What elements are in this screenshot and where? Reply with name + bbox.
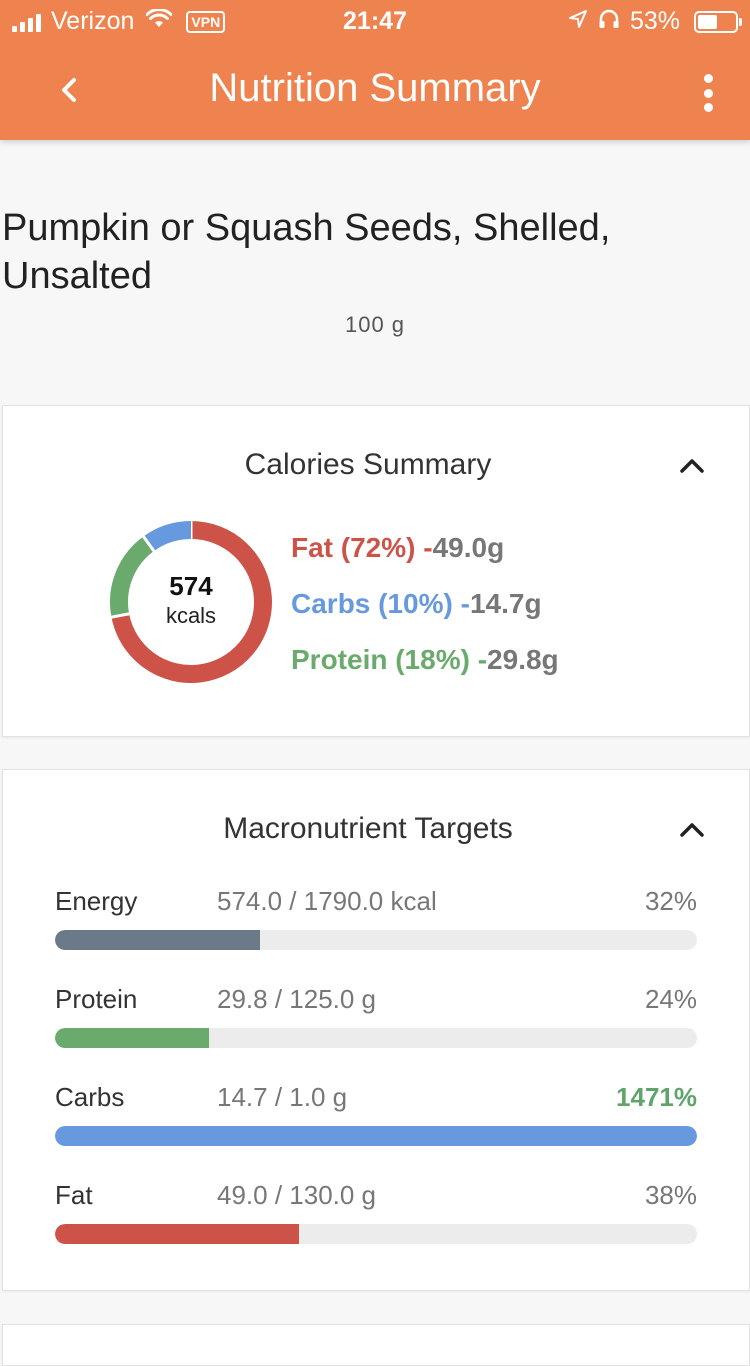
status-left: Verizon VPN — [12, 7, 226, 36]
target-energy-track — [55, 930, 697, 950]
back-button[interactable] — [54, 70, 86, 110]
status-right: 53% — [568, 7, 742, 36]
headphones-icon — [598, 7, 620, 36]
chevron-up-icon — [680, 823, 704, 837]
donut-segment-gap — [110, 612, 131, 619]
target-energy-bar — [55, 930, 261, 950]
target-fat-value: 49.0 / 130.0 g — [217, 1180, 377, 1210]
target-energy-label: Energy — [55, 886, 138, 916]
macronutrient-targets-card: Macronutrient Targets Energy 574.0 / 179… — [2, 769, 750, 1291]
app-header: Verizon VPN 21:47 53% — [0, 0, 750, 140]
legend-carbs-label: Carbs (10%) — [291, 588, 453, 619]
calories-summary-card: Calories Summary 574 kcals Fat (72%) -49… — [2, 405, 750, 737]
target-carbs-bar — [55, 1126, 697, 1146]
donut-center: 574 kcals — [109, 570, 273, 630]
wifi-icon — [145, 7, 173, 36]
signal-icon — [12, 12, 41, 32]
target-fat-percent: 38% — [644, 1180, 697, 1210]
target-protein-track — [55, 1028, 697, 1048]
legend-separator: - — [477, 644, 488, 675]
next-card — [2, 1324, 750, 1366]
target-protein-label: Protein — [55, 984, 138, 1014]
legend-separator: - — [423, 532, 433, 563]
legend-fat: Fat (72%) -49.0g — [291, 532, 504, 564]
collapse-targets-button[interactable] — [679, 820, 705, 838]
target-energy-value: 574.0 / 1790.0 kcal — [217, 886, 437, 916]
more-vertical-icon-dot — [703, 103, 713, 112]
battery-icon — [694, 10, 742, 33]
target-protein-bar — [55, 1028, 210, 1048]
legend-carbs: Carbs (10%) -14.7g — [291, 588, 542, 620]
more-options-button[interactable] — [696, 74, 720, 112]
serving-size[interactable]: 100 g — [344, 312, 406, 337]
donut-segment-protein — [110, 536, 155, 618]
food-name: Pumpkin or Squash Seeds, Shelled, Unsalt… — [2, 207, 611, 297]
battery-percent: 53% — [629, 7, 680, 35]
macronutrient-targets-title: Macronutrient Targets — [223, 812, 513, 845]
legend-fat-label: Fat (72%) — [291, 532, 416, 563]
page-title: Nutrition Summary — [209, 66, 541, 110]
chevron-up-icon — [680, 459, 704, 473]
chevron-left-icon — [62, 78, 76, 102]
target-protein-value: 29.8 / 125.0 g — [217, 984, 377, 1014]
status-time: 21:47 — [343, 7, 407, 35]
target-carbs-label: Carbs — [55, 1082, 125, 1112]
calories-summary-title: Calories Summary — [244, 448, 492, 481]
legend-separator: - — [460, 588, 470, 619]
collapse-calories-button[interactable] — [679, 456, 705, 474]
more-vertical-icon-dot — [703, 74, 713, 83]
target-carbs-value: 14.7 / 1.0 g — [217, 1082, 348, 1112]
donut-segment-gap — [141, 534, 156, 553]
location-arrow-icon — [568, 7, 588, 36]
donut-segment-carbs — [143, 521, 192, 552]
target-fat-track — [55, 1224, 697, 1244]
kcals-unit: kcals — [165, 603, 217, 628]
target-fat-bar — [55, 1224, 299, 1244]
legend-protein-amount: 29.8g — [487, 644, 559, 675]
status-bar: Verizon VPN 21:47 53% — [0, 0, 750, 42]
donut-segment-fat — [111, 521, 272, 683]
target-carbs-track — [55, 1126, 697, 1146]
total-kcals: 574 — [169, 571, 213, 601]
legend-carbs-amount: 14.7g — [469, 588, 542, 619]
target-fat-label: Fat — [55, 1180, 93, 1210]
vpn-badge: VPN — [186, 10, 226, 33]
target-protein-percent: 24% — [644, 984, 697, 1014]
target-carbs-percent: 1471% — [616, 1082, 697, 1112]
calories-donut-chart — [110, 520, 272, 683]
legend-protein: Protein (18%) -29.8g — [291, 644, 559, 676]
legend-protein-label: Protein (18%) — [291, 644, 470, 675]
target-energy-percent: 32% — [644, 886, 697, 916]
more-vertical-icon-dot — [703, 88, 713, 98]
battery-fill — [698, 14, 718, 29]
carrier-name: Verizon — [51, 7, 135, 35]
legend-fat-amount: 49.0g — [432, 532, 505, 563]
